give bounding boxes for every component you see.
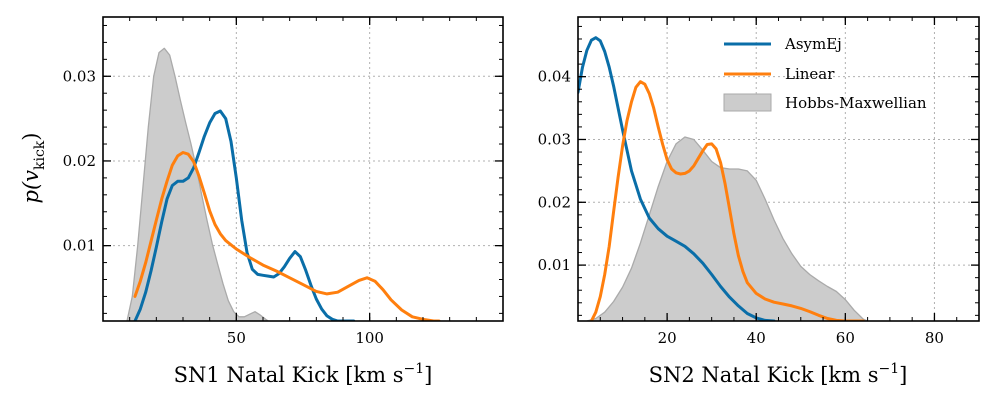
left-y-tick-label: 0.03 xyxy=(63,67,96,85)
left-y-tick-label: 0.01 xyxy=(63,237,96,255)
legend-linear-label: Linear xyxy=(785,65,835,83)
right-series-hobbs-maxwellian-area xyxy=(586,136,869,321)
legend-asymej-label: AsymEj xyxy=(784,35,842,53)
legend-hobbs-swatch xyxy=(723,93,772,112)
right-x-tick-label: 80 xyxy=(925,329,944,347)
right-y-tick-label: 0.03 xyxy=(538,130,571,148)
right-x-tick-label: 20 xyxy=(658,329,677,347)
right-series-asymej-line xyxy=(578,36,776,321)
right-x-tick-label: 40 xyxy=(747,329,766,347)
legend: AsymEj Linear Hobbs-Maxwellian xyxy=(723,35,927,112)
legend-hobbs-label: Hobbs-Maxwellian xyxy=(785,94,927,112)
right-series-linear-line xyxy=(589,80,865,321)
left-y-axis-label: p(vkick) xyxy=(19,133,48,204)
left-series-linear-line xyxy=(133,151,441,321)
left-y-tick-label: 0.02 xyxy=(63,152,96,170)
right-panel: 20 40 60 80 0.01 0.02 0.03 0.04 xyxy=(538,16,980,347)
left-panel: 50 100 0.01 0.02 0.03 xyxy=(63,16,504,347)
right-x-axis-label: SN2 Natal Kick [km s−1] xyxy=(649,361,908,387)
right-y-tick-label: 0.01 xyxy=(538,256,571,274)
left-series-asymej-line xyxy=(133,109,356,321)
left-series-hobbs-maxwellian-area xyxy=(126,47,269,321)
right-x-tick-label: 60 xyxy=(836,329,855,347)
right-y-tick-label: 0.02 xyxy=(538,193,571,211)
left-axes-frame xyxy=(102,16,504,322)
left-x-tick-label: 100 xyxy=(355,329,384,347)
right-y-tick-label: 0.04 xyxy=(538,68,571,86)
left-x-tick-label: 50 xyxy=(227,329,246,347)
left-x-axis-label: SN1 Natal Kick [km s−1] xyxy=(174,361,433,387)
